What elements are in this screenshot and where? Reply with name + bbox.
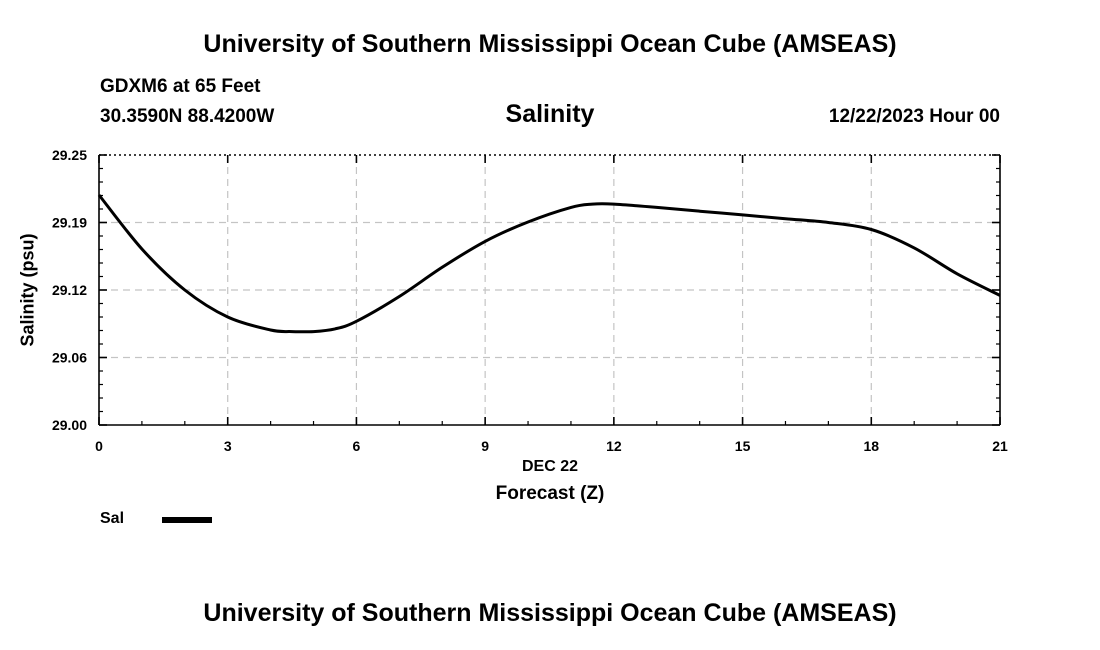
report-title: University of Southern Mississippi Ocean… <box>203 30 897 58</box>
x-tick-label: 15 <box>735 438 751 454</box>
x-tick-label: 18 <box>863 438 879 454</box>
station-label: GDXM6 at 65 Feet <box>100 76 261 97</box>
series-layer <box>97 194 1001 334</box>
series-line-sal <box>97 194 1001 334</box>
y-tick-label: 29.12 <box>52 282 87 298</box>
x-tick-label: 9 <box>481 438 489 454</box>
x-tick-label: 0 <box>95 438 103 454</box>
x-axis-date-label: DEC 22 <box>521 458 579 475</box>
x-tick-label: 3 <box>224 438 232 454</box>
footer-title: University of Southern Mississippi Ocean… <box>203 599 897 627</box>
x-tick-label: 21 <box>992 438 1008 454</box>
tick-label-layer: 0 3 6 9 12 15 18 21 29.00 29.06 29.12 29.19 29.25 <box>52 147 1008 454</box>
station-coordinates: 30.3590N 88.4200W <box>100 106 275 127</box>
forecast-datetime: 12/22/2023 Hour 00 <box>828 106 1000 127</box>
x-axis-label: Forecast (Z) <box>495 483 605 504</box>
y-tick-label: 29.00 <box>52 417 87 433</box>
tick-layer <box>98 154 1001 426</box>
legend-swatch <box>162 517 212 523</box>
x-tick-label: 12 <box>606 438 622 454</box>
parameter-title: Salinity <box>505 100 595 128</box>
grid-layer <box>99 155 1000 425</box>
x-tick-label: 6 <box>353 438 361 454</box>
y-tick-label: 29.25 <box>52 147 87 163</box>
y-tick-label: 29.19 <box>52 215 87 231</box>
y-tick-label: 29.06 <box>52 350 87 366</box>
y-axis-label: Salinity (psu) <box>17 233 38 347</box>
legend-label: Sal <box>100 510 125 527</box>
